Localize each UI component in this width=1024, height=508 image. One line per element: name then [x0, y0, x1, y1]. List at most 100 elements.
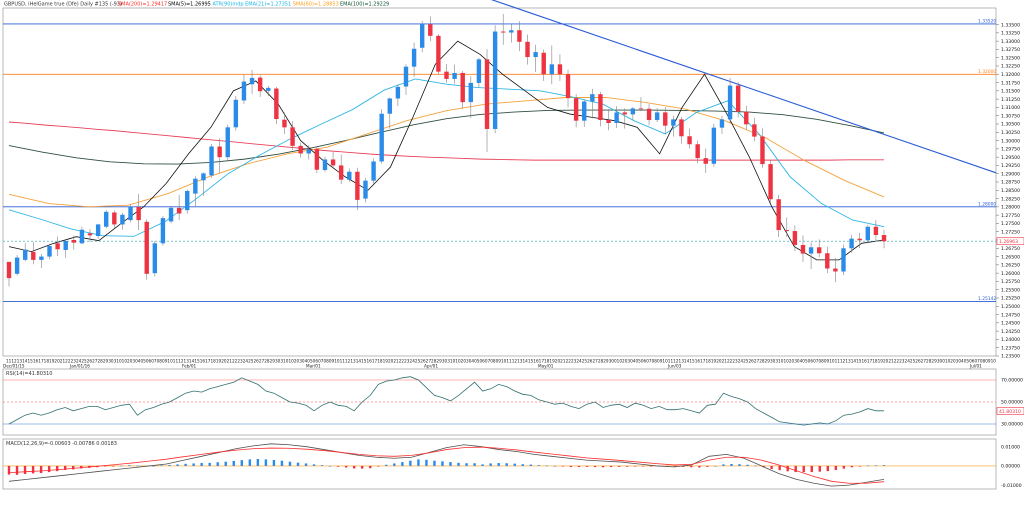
- time-tick-label: 27: [92, 359, 98, 364]
- time-tick-label: 10: [991, 359, 997, 364]
- price-tick-label: 1.23500: [1001, 354, 1020, 360]
- candle-body: [168, 207, 174, 222]
- price-tick-label: 1.30500: [1001, 122, 1020, 128]
- rsi-line: [8, 376, 884, 426]
- time-tick-label: 15: [194, 359, 200, 364]
- time-tick-label: 09: [329, 359, 335, 364]
- signal-line: [8, 446, 885, 484]
- candle-body: [816, 247, 822, 254]
- rsi-tick-label: 70.00000: [1001, 378, 1023, 384]
- candle-body: [557, 64, 563, 75]
- macd-bar: [882, 465, 886, 466]
- candle-body: [606, 120, 611, 124]
- time-tick-label: 07: [318, 359, 324, 364]
- candle-body: [322, 159, 328, 171]
- candle-body: [379, 113, 384, 162]
- macd-bar: [489, 463, 492, 466]
- candle-body: [201, 173, 206, 181]
- time-tick-label: 28: [926, 359, 932, 364]
- candle-body: [79, 229, 85, 244]
- macd-bar: [425, 459, 428, 466]
- candle-body: [800, 244, 806, 254]
- time-tick-label: 20: [883, 359, 889, 364]
- time-tick-label: 04: [797, 359, 803, 364]
- macd-bar: [336, 465, 340, 467]
- time-tick-label: 07: [151, 359, 157, 364]
- time-tick-label: 18: [44, 359, 50, 364]
- time-tick-label: 13: [517, 359, 523, 364]
- time-tick-label: 14: [22, 359, 28, 364]
- indicator-labels: SMA(200)=1.29417 SMA(5)=1.26995 ATR(90)mdp…: [118, 2, 389, 8]
- time-tick-label: 23: [899, 359, 905, 364]
- rsi-panel: 70.00000 50.00000 30.00000 41.80310: [3, 376, 1024, 428]
- macd-bar: [304, 463, 308, 466]
- time-tick-label: 14: [356, 359, 362, 364]
- time-month-label: Jan/01/16: [69, 364, 90, 369]
- candle-body: [630, 108, 636, 115]
- time-tick-label: 02: [619, 359, 625, 364]
- time-tick-label: 08: [652, 359, 658, 364]
- time-tick-label: 04: [958, 359, 964, 364]
- candle-body: [428, 24, 433, 36]
- macd-bar: [593, 465, 597, 468]
- indicator-label: ATR(90)mdp EMA(21)=1.27351: [213, 2, 292, 8]
- price-tick-label: 1.28750: [1001, 180, 1020, 186]
- time-tick-label: 23: [237, 359, 243, 364]
- time-tick-label: 14: [189, 359, 195, 364]
- candle-body: [71, 240, 77, 243]
- macd-bar: [280, 460, 284, 466]
- macd-tick-label: 0.00000: [1001, 464, 1020, 470]
- macd-bar: [120, 465, 123, 467]
- time-tick-label: 09: [824, 359, 830, 364]
- time-tick-label: 22: [566, 359, 572, 364]
- candle-body: [257, 77, 263, 92]
- rsi-current-box: [996, 407, 1024, 415]
- time-tick-label: 01: [942, 359, 948, 364]
- candle-body: [363, 180, 368, 199]
- time-tick-label: 27: [754, 359, 760, 364]
- time-tick-label: 11: [173, 359, 179, 364]
- time-tick-label: 17: [38, 359, 44, 364]
- macd-tick-label: -0.01000: [1001, 483, 1022, 489]
- time-tick-label: 11: [835, 359, 841, 364]
- candle-body: [241, 81, 247, 101]
- time-tick-label: 21: [560, 359, 566, 364]
- time-tick-label: 03: [953, 359, 959, 364]
- price-tick-label: 1.26500: [1001, 254, 1020, 260]
- time-tick-label: 10: [662, 359, 668, 364]
- time-tick-label: 03: [297, 359, 303, 364]
- time-tick-label: 06: [313, 359, 319, 364]
- time-tick-label: 02: [291, 359, 297, 364]
- time-tick-label: 15: [856, 359, 862, 364]
- time-tick-label: 13: [350, 359, 356, 364]
- time-tick-label: 28: [97, 359, 103, 364]
- indicator-label: SMA(200)=1.29417: [118, 2, 167, 8]
- time-tick-label: 19: [878, 359, 884, 364]
- time-tick-label: 21: [393, 359, 399, 364]
- macd-bar: [650, 465, 653, 467]
- macd-bar: [7, 465, 11, 475]
- time-tick-label: 31: [775, 359, 781, 364]
- macd-bar: [433, 460, 436, 466]
- indicator-label: SMA(60)=1.28853: [293, 2, 339, 8]
- time-tick-label: 08: [490, 359, 496, 364]
- current-price-label: 1.26963: [999, 239, 1018, 245]
- macd-bar: [417, 459, 420, 466]
- price-tick-label: 1.30250: [1001, 130, 1020, 136]
- rsi-label: RSI(14)=41.80310: [6, 371, 52, 377]
- time-tick-label: 07: [974, 359, 980, 364]
- price-tick-label: 1.31750: [1001, 80, 1020, 86]
- time-tick-label: 10: [334, 359, 340, 364]
- macd-bar: [481, 464, 484, 466]
- time-tick-label: 07: [813, 359, 819, 364]
- macd-bar: [473, 463, 476, 466]
- time-tick-label: 06: [479, 359, 485, 364]
- candle-body: [31, 251, 36, 260]
- time-tick-label: 09: [162, 359, 168, 364]
- indicator-label: EMA(100)=1.29229: [340, 2, 389, 8]
- time-month-label: Feb/01: [182, 364, 196, 369]
- candle-body: [128, 206, 133, 221]
- candle-body: [460, 72, 465, 103]
- macd-bar: [160, 465, 163, 466]
